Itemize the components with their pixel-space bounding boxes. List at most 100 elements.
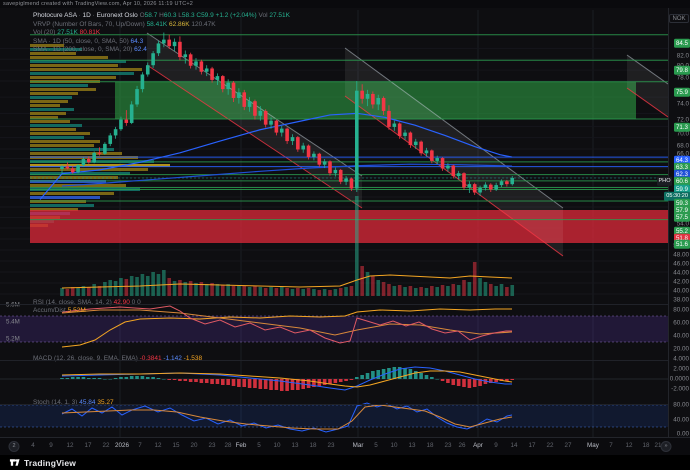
main-legend-text: VRVP (Number Of Bars, 70, Up/Down) <box>33 20 147 28</box>
sma200-line <box>61 163 513 187</box>
rsi-legend-text: 5.52M <box>67 307 86 314</box>
macd-histogram-bar <box>365 373 370 379</box>
time-axis[interactable]: 4 9 12 17 22 2026 7 12 15 20 23 28 Feb 5 10 13 18 23 Mar 5 1… <box>0 437 690 456</box>
candle-body <box>204 68 209 72</box>
volume-profile-bar <box>30 88 96 91</box>
main-legend-text: 27.51K <box>269 12 290 19</box>
volume-bar <box>413 288 418 296</box>
macd-histogram-bar <box>108 379 113 380</box>
macd-histogram-bar <box>92 378 96 379</box>
volume-bar <box>188 281 193 296</box>
macd-legend-row[interactable]: MACD (12, 26, close, 9, EMA, EMA) -0.384… <box>33 355 202 363</box>
candle-body <box>76 165 80 173</box>
volume-bar <box>446 286 450 296</box>
sma50-line <box>39 112 513 200</box>
time-label: 9 <box>494 442 498 449</box>
candle-body <box>113 129 118 136</box>
volume-profile-bar <box>30 172 130 175</box>
volume-bar <box>462 280 466 296</box>
candle-body <box>355 90 359 189</box>
volume-bar <box>317 290 322 296</box>
macd-histogram-bar <box>290 379 295 390</box>
candle-body <box>462 173 466 188</box>
footer-bar: TradingView <box>0 455 690 470</box>
volume-ma-line <box>61 274 513 289</box>
volume-bar <box>440 285 445 296</box>
price-axis-label: 70.0 <box>676 130 689 138</box>
volume-bar <box>103 282 107 296</box>
volume-bar <box>87 287 91 296</box>
rsi-legend-row[interactable]: Accum/Dist 5.52M <box>33 307 141 315</box>
volume-profile-bar <box>30 92 78 95</box>
candle-body <box>392 123 397 127</box>
pane-separator[interactable] <box>0 304 690 305</box>
volume-bar <box>162 270 166 296</box>
rsi-legend-row[interactable]: RSI (14, close, SMA, 14, 2) 42.90 0 0 <box>33 299 141 307</box>
macd-histogram-bar <box>451 379 456 385</box>
time-label: 10 <box>390 442 398 449</box>
candle-body <box>172 41 177 47</box>
time-label: 5 <box>257 442 261 449</box>
volume-bar <box>247 287 252 296</box>
candle-body <box>472 184 477 193</box>
left-price-scale[interactable]: 5.6M 5.4M 5.2M <box>0 8 30 455</box>
volume-bar <box>499 284 504 296</box>
candle-body <box>274 120 279 133</box>
main-legend-text: Vol <box>256 12 270 19</box>
rsi-legend[interactable]: RSI (14, close, SMA, 14, 2) 42.90 0 0 Acc… <box>33 299 141 315</box>
volume-profile-bar <box>30 96 72 99</box>
pane-separator[interactable] <box>0 360 690 361</box>
macd-histogram-bar <box>167 379 171 380</box>
main-legend-text: +1.2 (+2.04%) <box>213 12 257 19</box>
time-label: 18 <box>309 442 317 449</box>
candle-body <box>135 89 139 105</box>
volume-profile-bar <box>30 192 114 195</box>
time-label: 15 <box>172 442 180 449</box>
channel-lower-line <box>146 64 363 209</box>
macd-histogram-bar <box>312 379 316 387</box>
volume-bar <box>65 289 70 296</box>
time-axis-left-marker[interactable]: 2 <box>8 441 20 452</box>
stoch-legend-row[interactable]: Stoch (14, 1, 3) 45.84 35.27 <box>33 399 114 407</box>
volume-bar <box>108 280 113 296</box>
candle-body <box>333 169 338 174</box>
macd-histogram-bar <box>371 371 375 379</box>
time-label: 4 <box>31 442 35 449</box>
chart-canvas[interactable] <box>0 8 668 455</box>
candle-body <box>108 135 113 144</box>
volume-bar <box>483 282 488 296</box>
volume-bar <box>451 284 456 296</box>
time-label: 9 <box>49 442 53 449</box>
main-legend-row[interactable]: SMA · 1D (50, close, 0, SMA, 50) 64.3 <box>33 38 290 47</box>
price-badge: 55.2 <box>673 226 690 236</box>
volume-bar <box>510 285 515 296</box>
main-legend[interactable]: Photocure ASA · 1D · Euronext Oslo O58.7… <box>33 12 290 55</box>
volume-bar <box>387 284 391 296</box>
price-axis-label: 40.00 <box>673 416 689 424</box>
rsi-ma-line <box>61 309 513 336</box>
macd-legend-text: -1.142 <box>163 355 184 362</box>
time-axis-right-marker[interactable]: » <box>660 441 672 452</box>
price-axis[interactable]: NOK 82.080.078.074.072.070.068.066.054.0… <box>656 8 690 455</box>
time-label: 17 <box>84 442 92 449</box>
accum-dist-line <box>61 308 512 348</box>
stoch-legend[interactable]: Stoch (14, 1, 3) 45.84 35.27 <box>33 399 114 407</box>
main-legend-row[interactable]: Photocure ASA · 1D · Euronext Oslo O58.7… <box>33 12 290 21</box>
rsi-legend-text: 0 <box>131 299 138 306</box>
candle-body <box>269 120 273 125</box>
pane-separator[interactable] <box>0 404 690 405</box>
macd-legend[interactable]: MACD (12, 26, close, 9, EMA, EMA) -0.384… <box>33 355 202 363</box>
volume-bar <box>172 281 177 296</box>
price-axis-label: 80.00 <box>673 306 689 314</box>
main-legend-row[interactable]: VRVP (Number Of Bars, 70, Up/Down) 58.41… <box>33 21 290 30</box>
time-label: 27 <box>564 442 572 449</box>
main-legend-row[interactable]: Vol (20) 27.51K 80.81K <box>33 29 290 38</box>
tradingview-logo-text[interactable]: TradingView <box>24 457 77 468</box>
volume-bar <box>435 287 439 296</box>
macd-histogram-bar <box>328 379 332 384</box>
volume-bar <box>408 286 413 296</box>
macd-histogram-bar <box>60 378 64 379</box>
time-label: 7 <box>138 442 142 449</box>
main-legend-row[interactable]: SMA · 1D (200, close, 0, SMA, 20) 62.4 <box>33 46 290 55</box>
price-badge: 57.9 <box>673 205 690 215</box>
